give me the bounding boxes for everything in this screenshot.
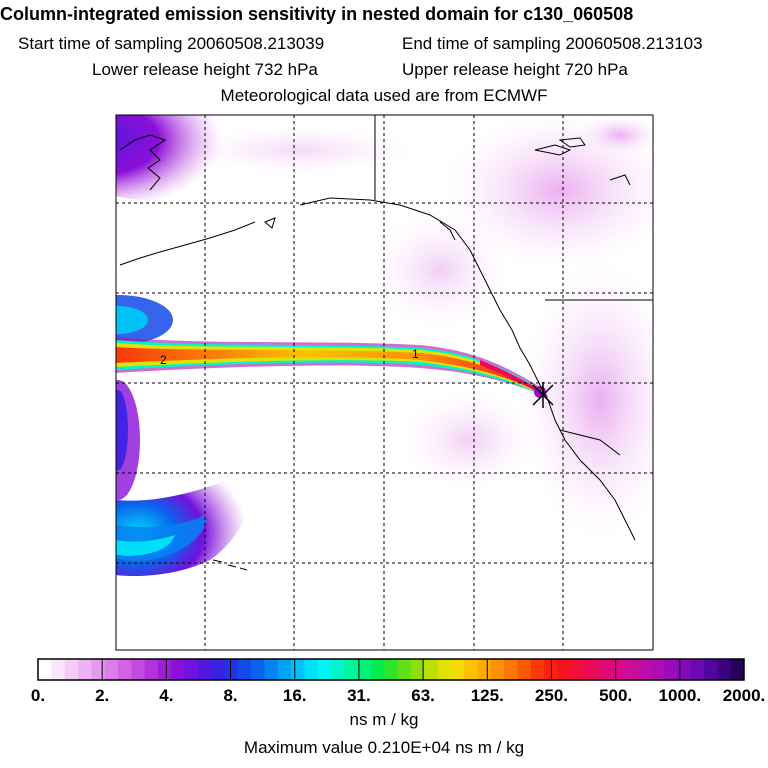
color-bar-swatch xyxy=(650,659,665,680)
color-bar-swatch xyxy=(251,659,265,680)
color-bar-tick-label: 31. xyxy=(347,686,371,705)
color-bar-tick-label: 63. xyxy=(411,686,435,705)
color-bar-tick-label: 2000. xyxy=(722,686,766,705)
color-bar-swatch xyxy=(317,659,332,680)
color-bar-swatch xyxy=(171,659,186,680)
color-bar-swatch xyxy=(717,659,732,680)
color-bar-swatch xyxy=(450,659,465,680)
color-bar-swatch xyxy=(371,659,385,680)
color-bar-swatch xyxy=(131,659,146,680)
color-bar-tick-label: 4. xyxy=(159,686,174,705)
color-bar-swatch xyxy=(64,659,79,680)
color-bar-swatch xyxy=(157,659,172,680)
color-bar-swatch xyxy=(490,659,505,680)
color-bar-swatch xyxy=(144,659,159,680)
color-bar-swatch xyxy=(410,659,425,680)
release-point-marker xyxy=(532,382,554,408)
color-bar-swatch xyxy=(477,659,492,680)
color-bar-tick-label: 500. xyxy=(599,686,633,705)
color-bar-swatch xyxy=(584,659,598,680)
start-time-label: Start time of sampling 20060508.213039 xyxy=(18,34,325,53)
color-bar-swatch xyxy=(331,659,345,680)
color-bar-swatch xyxy=(104,659,119,680)
color-bar-swatch xyxy=(597,659,612,680)
color-bar-swatch xyxy=(117,659,132,680)
color-bar-tick-label: 16. xyxy=(282,686,307,705)
track-label-day-1: 1 xyxy=(412,347,419,361)
color-bar-swatch xyxy=(38,659,52,680)
color-bar-swatch xyxy=(557,659,572,680)
color-bar-swatch xyxy=(51,659,66,680)
color-bar-swatch xyxy=(437,659,452,680)
upper-release-height-label: Upper release height 720 hPa xyxy=(402,60,628,79)
color-bar-swatch xyxy=(504,659,519,680)
color-bar-swatch xyxy=(344,659,359,680)
color-bar-swatch xyxy=(704,659,718,680)
color-bar-swatch xyxy=(264,659,279,680)
sensitivity-field xyxy=(116,115,653,577)
color-bar-swatch xyxy=(291,659,305,680)
color-bar-frame xyxy=(37,658,745,681)
color-bar-swatch xyxy=(530,659,545,680)
color-bar-swatch xyxy=(624,659,638,680)
color-bar-swatch xyxy=(424,659,439,680)
color-bar-swatch xyxy=(570,659,585,680)
color-bar-swatch xyxy=(91,659,106,680)
color-bar-tick-label: 125. xyxy=(470,686,504,705)
color-bar-swatch xyxy=(664,659,678,680)
color-bar-swatch xyxy=(610,659,625,680)
color-bar-tick-label: 250. xyxy=(534,686,568,705)
color-bar-swatch xyxy=(384,659,399,680)
color-bar-swatch xyxy=(237,659,252,680)
meteorological-data-label: Meteorological data used are from ECMWF xyxy=(220,86,548,105)
color-bar-swatch xyxy=(184,659,199,680)
map-frame xyxy=(115,114,654,651)
color-bar-swatch xyxy=(637,659,652,680)
color-bar-swatch xyxy=(690,659,705,680)
color-bar-swatch xyxy=(357,659,372,680)
color-bar-tick-label: 0. xyxy=(30,686,46,705)
color-bar xyxy=(37,659,745,680)
end-time-label: End time of sampling 20060508.213103 xyxy=(402,34,703,53)
graticule xyxy=(116,115,653,650)
color-bar-swatch xyxy=(77,659,92,680)
color-bar-tick-label: 1000. xyxy=(658,686,702,705)
color-bar-swatch xyxy=(517,659,532,680)
color-bar-tick-label: 2. xyxy=(95,686,110,705)
track-label-day-2: 2 xyxy=(160,353,167,367)
color-bar-units: ns m / kg xyxy=(349,710,419,729)
color-bar-swatch xyxy=(730,659,745,680)
color-bar-swatch xyxy=(211,659,225,680)
color-bar-swatch xyxy=(304,659,319,680)
color-bar-swatch xyxy=(277,659,292,680)
color-bar-swatch xyxy=(197,659,212,680)
color-bar-swatch xyxy=(464,659,479,680)
color-bar-swatch xyxy=(224,659,239,680)
maximum-value-label: Maximum value 0.210E+04 ns m / kg xyxy=(243,738,525,757)
coastlines xyxy=(119,115,653,571)
color-bar-swatch xyxy=(397,659,412,680)
color-bar-swatch xyxy=(677,659,692,680)
plot-title: Column-integrated emission sensitivity i… xyxy=(0,4,634,24)
lower-release-height-label: Lower release height 732 hPa xyxy=(92,60,318,79)
color-bar-tick-label: 8. xyxy=(223,686,238,705)
